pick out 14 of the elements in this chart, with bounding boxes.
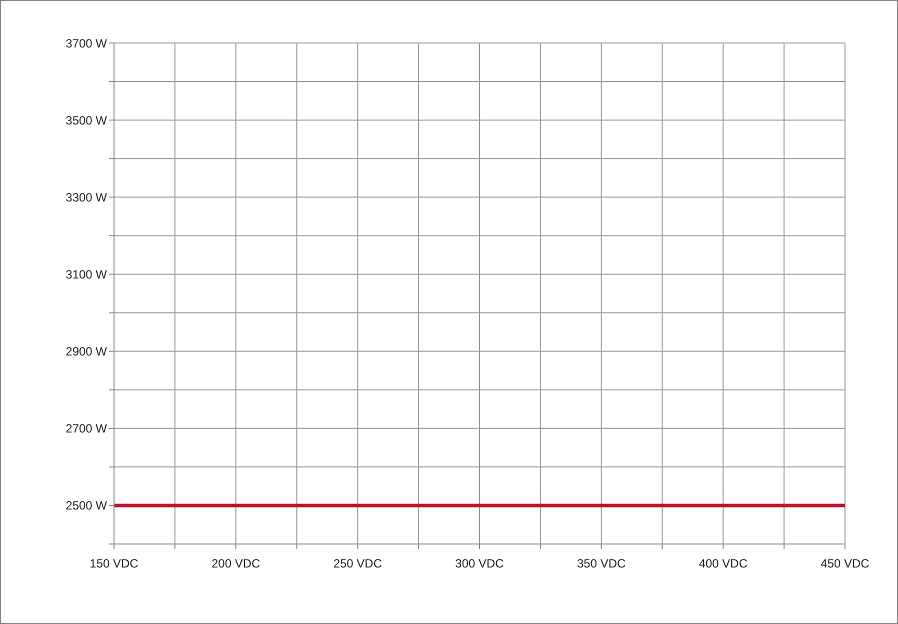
y-tick-label: 3100 W — [66, 267, 108, 282]
y-tick-label: 3300 W — [66, 190, 108, 204]
y-tick-label: 3500 W — [66, 113, 108, 128]
y-tick-label: 2700 W — [66, 422, 108, 436]
y-tick-label: 2500 W — [66, 498, 108, 513]
y-tick-label: 2900 W — [66, 344, 108, 359]
x-tick-label: 150 VDC — [90, 556, 139, 571]
x-tick-label: 450 VDC — [820, 556, 870, 571]
x-tick-label: 400 VDC — [698, 556, 748, 571]
x-tick-label: 200 VDC — [211, 556, 261, 571]
x-tick-label: 350 VDC — [576, 556, 626, 571]
x-tick-label: 250 VDC — [333, 556, 382, 571]
x-tick-label: 300 VDC — [455, 556, 504, 571]
y-tick-label: 3700 W — [66, 36, 108, 50]
